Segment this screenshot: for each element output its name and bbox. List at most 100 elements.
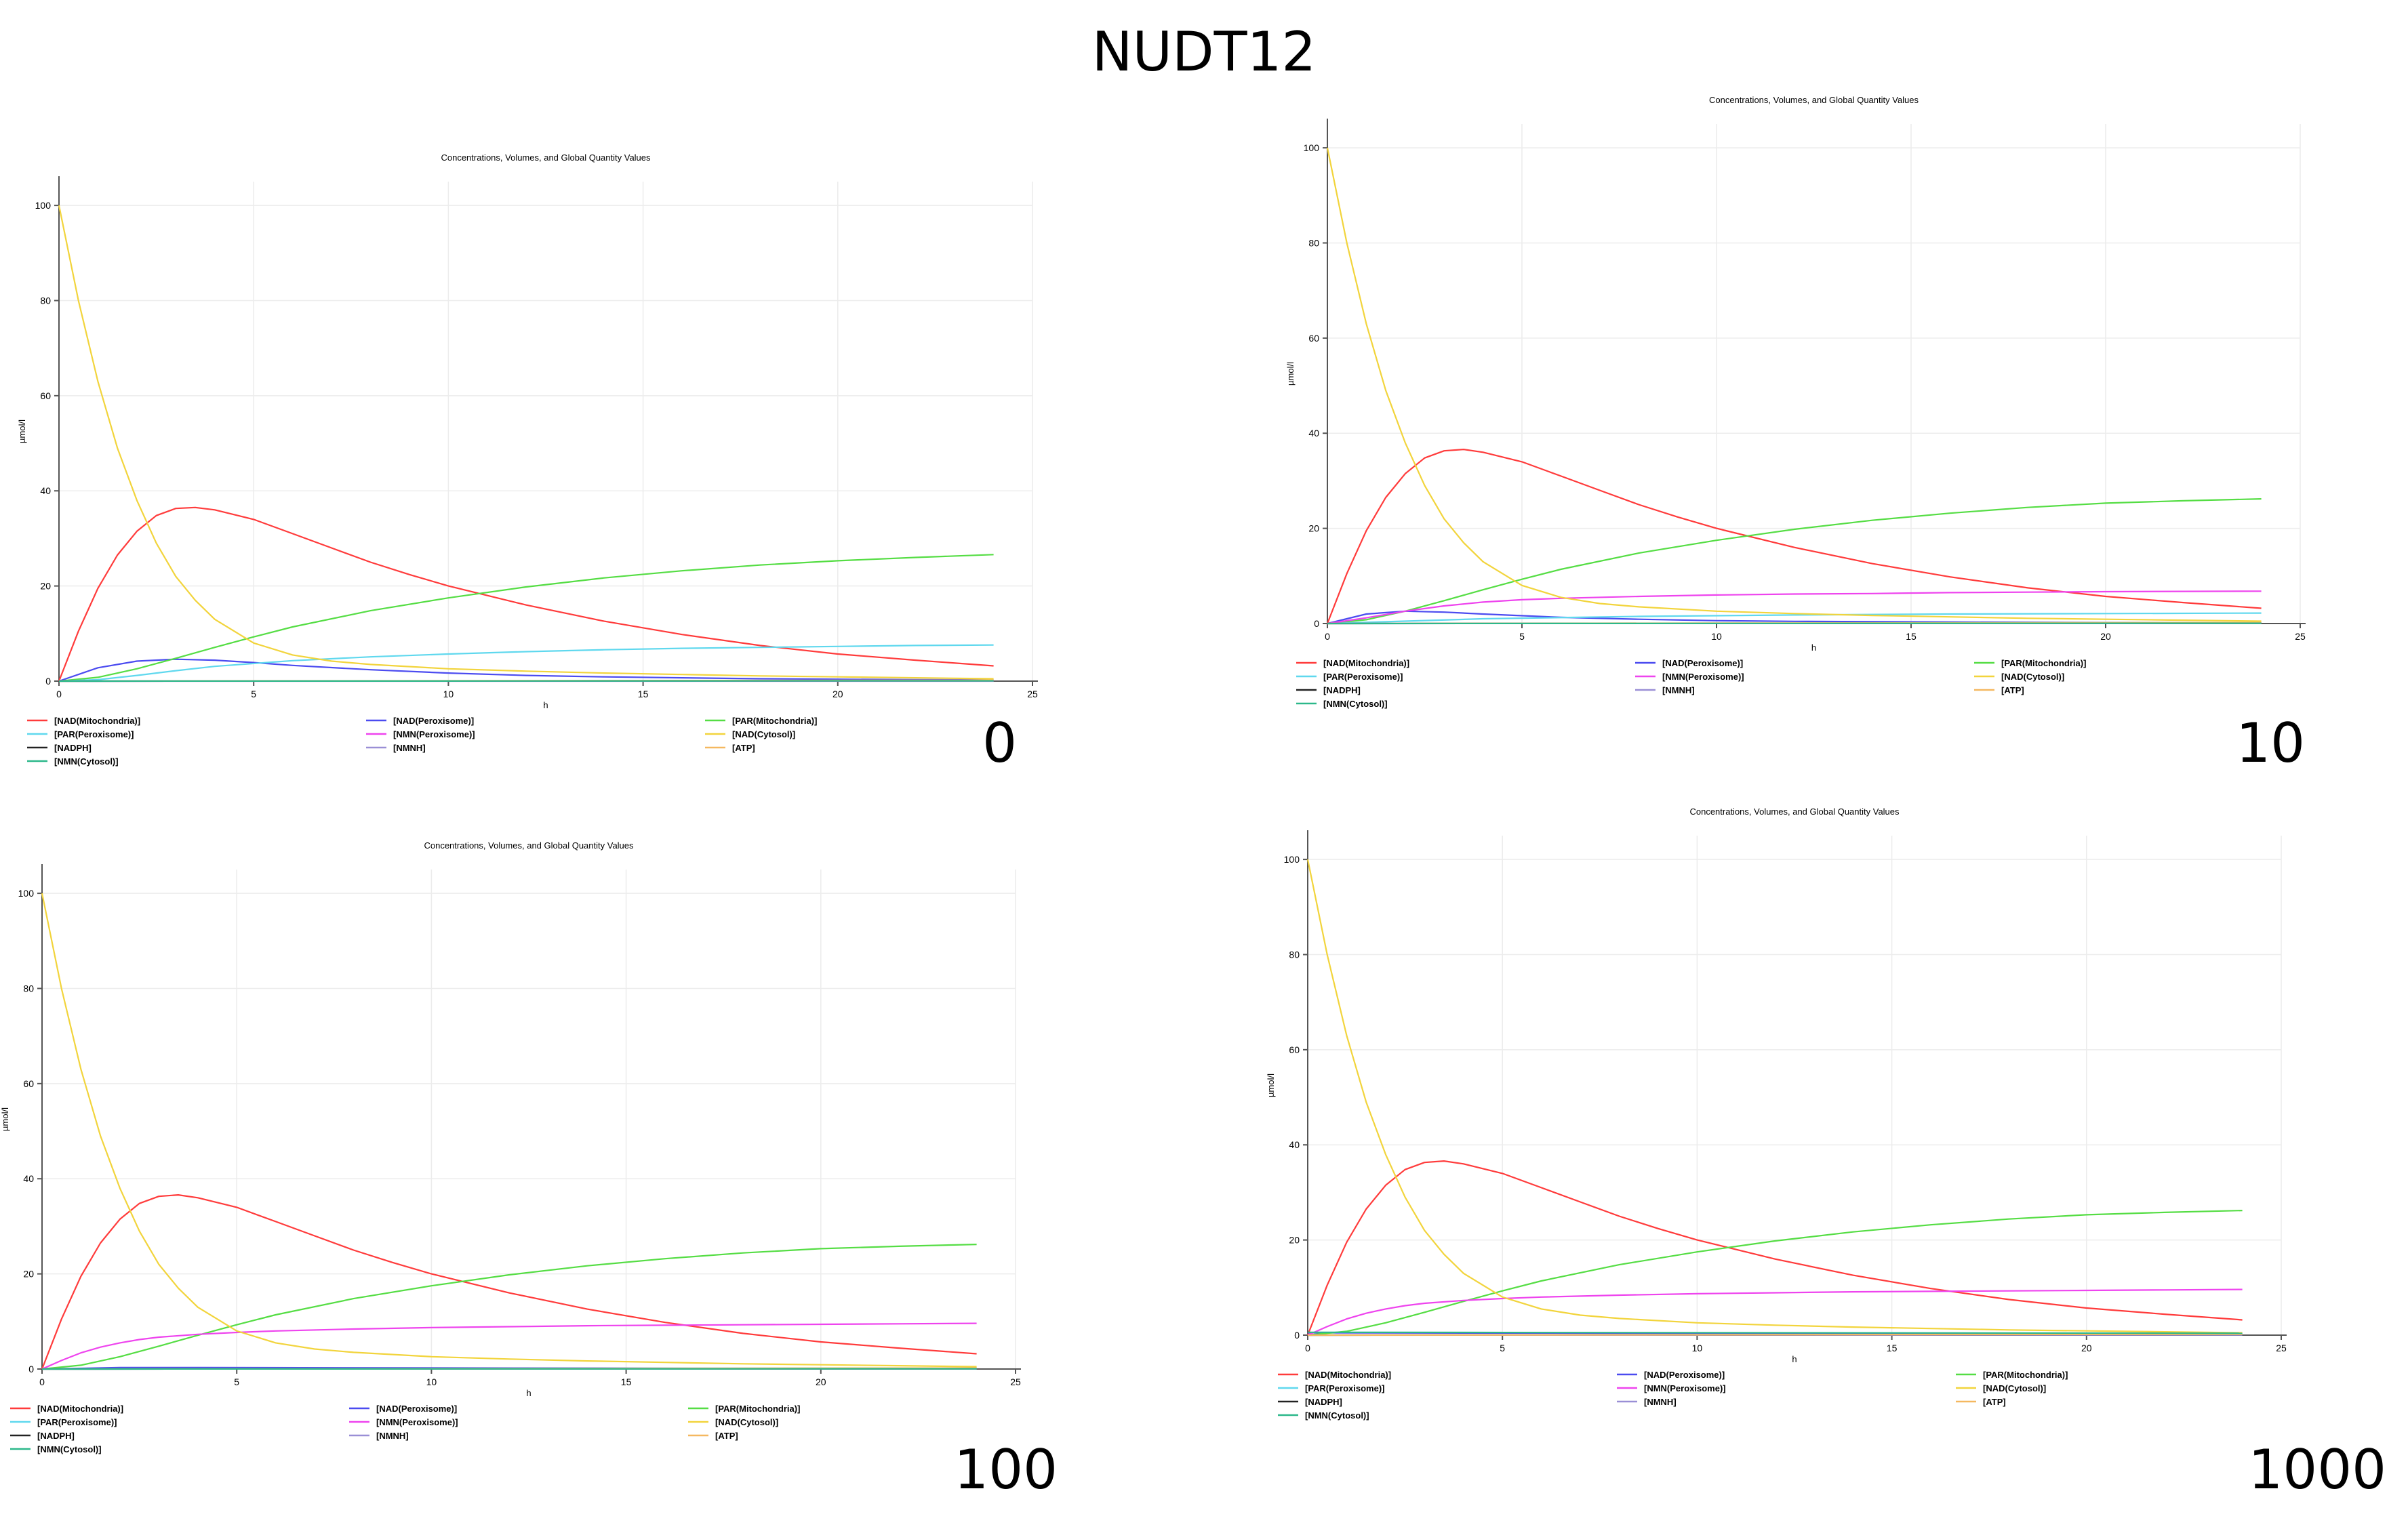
x-tick-label: 15 <box>621 1376 632 1387</box>
x-tick-label: 20 <box>2100 631 2111 642</box>
series-line-5 <box>58 205 994 680</box>
series-line-4 <box>1327 590 2262 625</box>
legend-entry: [NAD(Peroxisome)] <box>393 716 474 726</box>
legend-entry: [ATP] <box>715 1431 738 1441</box>
y-tick-label: 20 <box>40 581 51 592</box>
chart-title: Concentrations, Volumes, and Global Quan… <box>1709 95 1919 105</box>
series-line-0 <box>41 1193 977 1370</box>
legend-entry: [NADPH] <box>1323 685 1361 695</box>
legend-entry: [NADPH] <box>1305 1397 1342 1407</box>
y-tick-label: 100 <box>35 200 52 211</box>
y-tick-label: 60 <box>1308 333 1319 344</box>
series-line-0 <box>58 506 994 682</box>
panel-label-3: 1000 <box>2248 1438 2386 1501</box>
y-tick-label: 100 <box>18 888 35 899</box>
y-tick-label: 0 <box>1294 1330 1300 1341</box>
legend-entry: [NAD(Peroxisome)] <box>1662 658 1743 668</box>
y-tick-label: 100 <box>1304 142 1320 153</box>
legend-entry: [NMNH] <box>1662 685 1695 695</box>
legend-entry: [ATP] <box>1983 1397 2006 1407</box>
y-axis-label: µmol/l <box>1285 362 1296 386</box>
series-line-9 <box>1307 1331 2243 1334</box>
x-tick-label: 25 <box>1010 1376 1021 1387</box>
x-tick-label: 15 <box>1906 631 1917 642</box>
x-tick-label: 0 <box>1325 631 1330 642</box>
x-axis-label: h <box>1792 1354 1797 1364</box>
x-tick-label: 15 <box>638 689 649 699</box>
legend-entry: [NAD(Cytosol)] <box>2001 672 2064 682</box>
y-tick-label: 40 <box>40 485 51 496</box>
x-tick-label: 10 <box>1692 1343 1703 1353</box>
legend-entry: [NADPH] <box>54 743 92 753</box>
series-line-2 <box>1327 498 2262 625</box>
legend-entry: [NMN(Peroxisome)] <box>393 729 475 739</box>
y-tick-label: 60 <box>23 1078 34 1089</box>
series-line-2 <box>41 1244 977 1370</box>
legend-entry: [NAD(Cytosol)] <box>715 1417 778 1427</box>
chart-title: Concentrations, Volumes, and Global Quan… <box>424 840 634 851</box>
legend-entry: [PAR(Peroxisome)] <box>1323 672 1403 682</box>
x-tick-label: 5 <box>1500 1343 1505 1353</box>
series-line-4 <box>1307 1288 2243 1336</box>
series-line-5 <box>1306 859 2243 1334</box>
series-line-1 <box>58 658 994 682</box>
series-line-3 <box>1327 612 2262 625</box>
legend-entry: [NAD(Peroxisome)] <box>1644 1370 1725 1380</box>
legend-entry: [ATP] <box>732 743 755 753</box>
x-tick-label: 20 <box>2081 1343 2092 1353</box>
y-tick-label: 40 <box>1289 1139 1300 1150</box>
legend-entry: [PAR(Mitochondria)] <box>1983 1370 2068 1380</box>
y-tick-label: 20 <box>1308 523 1319 534</box>
legend-entry: [NMN(Peroxisome)] <box>1662 672 1744 682</box>
series-line-5 <box>41 893 977 1368</box>
x-tick-label: 10 <box>426 1376 437 1387</box>
legend-entry: [NAD(Peroxisome)] <box>376 1404 457 1414</box>
legend-entry: [PAR(Mitochondria)] <box>2001 658 2086 668</box>
y-tick-label: 40 <box>23 1173 34 1184</box>
legend-entry: [NMNH] <box>376 1431 409 1441</box>
legend-entry: [NMNH] <box>1644 1397 1677 1407</box>
legend-entry: [NAD(Mitochondria)] <box>1323 658 1409 668</box>
x-axis-label: h <box>543 700 548 710</box>
x-tick-label: 25 <box>1027 689 1038 699</box>
y-tick-label: 60 <box>1289 1044 1300 1055</box>
series-line-5 <box>1326 147 2262 622</box>
x-tick-label: 5 <box>251 689 256 699</box>
y-tick-label: 20 <box>23 1269 34 1280</box>
legend-entry: [NMN(Cytosol)] <box>54 756 119 767</box>
y-tick-label: 0 <box>1314 618 1319 629</box>
legend-entry: [NMN(Cytosol)] <box>37 1444 102 1454</box>
x-tick-label: 10 <box>443 689 454 699</box>
legend-entry: [PAR(Peroxisome)] <box>1305 1383 1385 1393</box>
x-axis-label: h <box>526 1388 531 1398</box>
y-tick-label: 80 <box>23 983 34 994</box>
chart-2: Concentrations, Volumes, and Global Quan… <box>0 840 1021 1454</box>
legend-entry: [NAD(Cytosol)] <box>1983 1383 2046 1393</box>
series-line-2 <box>58 554 994 682</box>
legend-entry: [NAD(Mitochondria)] <box>37 1404 123 1414</box>
page-title: NUDT12 <box>1091 20 1317 83</box>
x-tick-label: 25 <box>2295 631 2306 642</box>
x-tick-label: 10 <box>1711 631 1722 642</box>
series-line-8 <box>1307 1333 2243 1336</box>
series-line-4 <box>41 1322 977 1370</box>
x-tick-label: 20 <box>816 1376 826 1387</box>
x-tick-label: 5 <box>1519 631 1525 642</box>
x-axis-label: h <box>1811 642 1816 653</box>
legend-entry: [NMN(Peroxisome)] <box>376 1417 458 1427</box>
y-tick-label: 40 <box>1308 428 1319 438</box>
chart-0: Concentrations, Volumes, and Global Quan… <box>17 152 1038 767</box>
legend-entry: [NAD(Cytosol)] <box>732 729 795 739</box>
legend-entry: [NMNH] <box>393 743 426 753</box>
y-tick-label: 0 <box>45 676 51 687</box>
y-axis-label: µmol/l <box>1266 1074 1276 1097</box>
y-axis-label: µmol/l <box>17 420 27 443</box>
legend-entry: [PAR(Peroxisome)] <box>54 729 134 739</box>
y-tick-label: 80 <box>1289 949 1300 960</box>
chart-1: Concentrations, Volumes, and Global Quan… <box>1285 95 2306 709</box>
chart-3: Concentrations, Volumes, and Global Quan… <box>1266 807 2287 1421</box>
legend-entry: [NMN(Cytosol)] <box>1305 1410 1369 1421</box>
legend-entry: [PAR(Mitochondria)] <box>732 716 817 726</box>
x-tick-label: 25 <box>2276 1343 2287 1353</box>
